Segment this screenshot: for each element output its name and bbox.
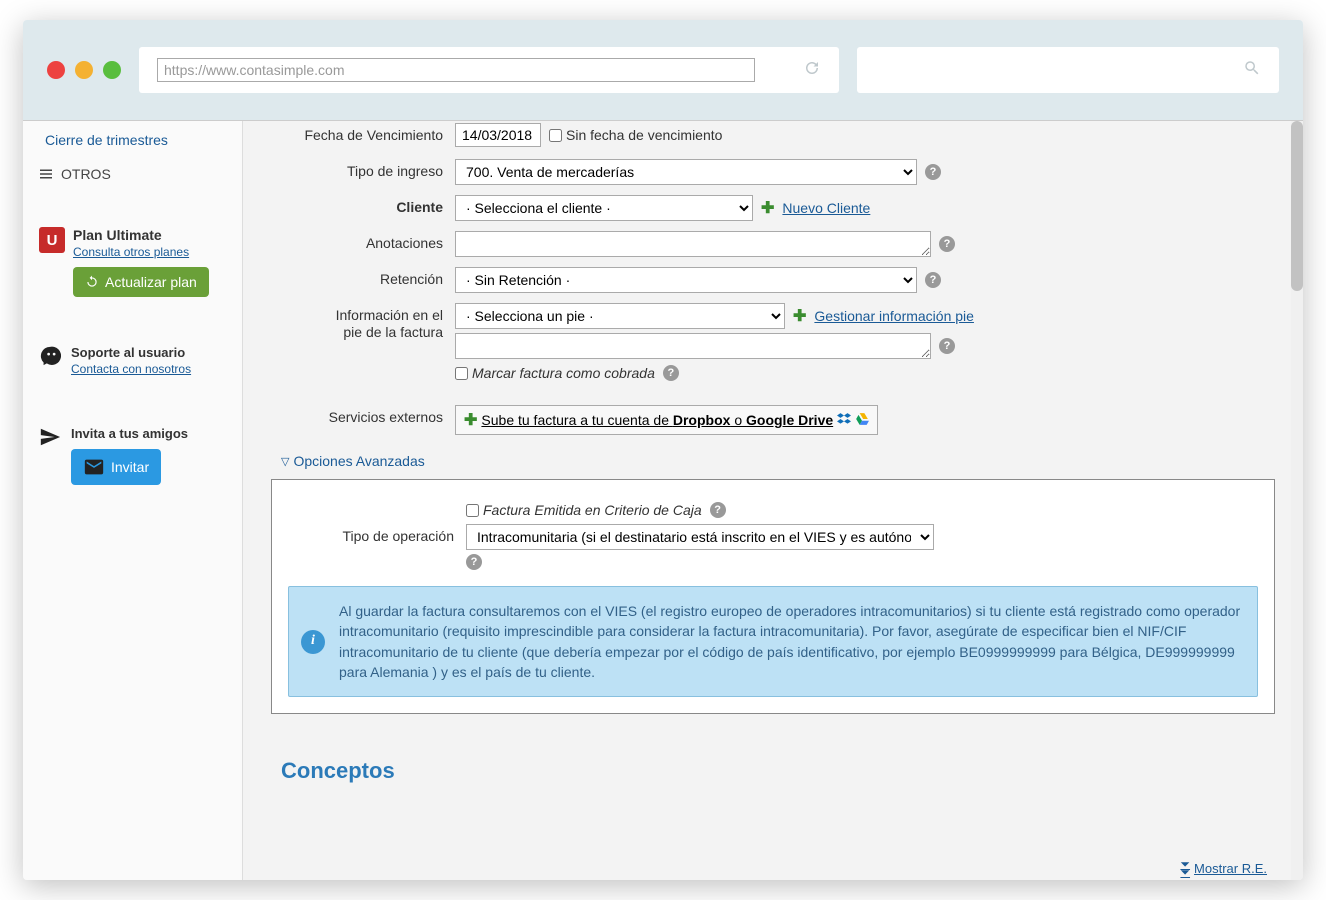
mostrar-re-link[interactable]: ⏷⏷ Mostrar R.E. [1180, 861, 1267, 876]
mail-icon [83, 456, 105, 478]
url-input[interactable] [157, 58, 755, 82]
cobrada-wrap[interactable]: Marcar factura como cobrada [455, 365, 655, 381]
advanced-options-toggle[interactable]: ▽ Opciones Avanzadas [281, 453, 1277, 469]
nuevo-cliente-link[interactable]: Nuevo Cliente [782, 200, 870, 216]
invite-button[interactable]: Invitar [71, 449, 161, 485]
label-servicios: Servicios externos [269, 405, 455, 425]
content: Cierre de trimestres OTROS U Plan Ultima… [23, 120, 1303, 880]
criterio-caja-checkbox[interactable] [466, 504, 479, 517]
help-icon[interactable]: ? [925, 164, 941, 180]
search-bar[interactable] [857, 47, 1279, 93]
plan-promo: U Plan Ultimate Consulta otros planes Ac… [23, 217, 242, 305]
close-light[interactable] [47, 61, 65, 79]
advanced-options-panel: Factura Emitida en Criterio de Caja ? Ti… [271, 479, 1275, 714]
support-icon [39, 345, 61, 367]
row-tipo-ingreso: Tipo de ingreso 700. Venta de mercadería… [269, 159, 1277, 189]
invite-block: Invita a tus amigos Invitar [23, 416, 242, 495]
label-pie: Información en el pie de la factura [269, 303, 455, 341]
sidebar-header-otros[interactable]: OTROS [23, 151, 242, 189]
pie-textarea[interactable] [455, 333, 931, 359]
plus-icon: ✚ [793, 306, 806, 326]
app-frame: Cierre de trimestres OTROS U Plan Ultima… [23, 20, 1303, 880]
label-retencion: Retención [269, 267, 455, 287]
maximize-light[interactable] [103, 61, 121, 79]
cobrada-label: Marcar factura como cobrada [472, 365, 655, 381]
row-tipo-operacion: Tipo de operación Intracomunitaria (si e… [288, 524, 1258, 570]
tipo-operacion-select[interactable]: Intracomunitaria (si el destinatario est… [466, 524, 934, 550]
criterio-caja-label: Factura Emitida en Criterio de Caja [483, 502, 702, 518]
label-tipo-operacion: Tipo de operación [288, 524, 466, 544]
plus-icon: ✚ [761, 198, 774, 218]
triangle-down-icon: ▽ [281, 455, 289, 468]
scrollbar-track[interactable] [1291, 121, 1303, 880]
minimize-light[interactable] [75, 61, 93, 79]
plus-icon: ✚ [464, 410, 477, 430]
row-cobrada: Marcar factura como cobrada ? [269, 365, 1277, 395]
refresh-icon [85, 275, 99, 289]
cliente-select[interactable]: · Selecciona el cliente · [455, 195, 753, 221]
invite-button-label: Invitar [111, 459, 149, 475]
anotaciones-textarea[interactable] [455, 231, 931, 257]
label-anotaciones: Anotaciones [269, 231, 455, 251]
help-icon[interactable]: ? [710, 502, 726, 518]
paper-plane-icon [39, 426, 61, 448]
gdrive-icon [855, 412, 869, 429]
help-icon[interactable]: ? [939, 338, 955, 354]
gestionar-pie-link[interactable]: Gestionar información pie [814, 308, 974, 324]
support-title: Soporte al usuario [71, 345, 191, 360]
browser-chrome [23, 20, 1303, 120]
info-icon: i [301, 630, 325, 654]
help-icon[interactable]: ? [466, 554, 482, 570]
help-icon[interactable]: ? [939, 236, 955, 252]
help-icon[interactable]: ? [663, 365, 679, 381]
sidebar: Cierre de trimestres OTROS U Plan Ultima… [23, 121, 243, 880]
label-cliente: Cliente [269, 195, 455, 215]
search-icon[interactable] [1243, 59, 1261, 82]
conceptos-heading: Conceptos [281, 758, 1277, 784]
row-fecha-vencimiento: Fecha de Vencimiento Sin fecha de vencim… [269, 123, 1277, 153]
update-plan-button[interactable]: Actualizar plan [73, 267, 209, 297]
tipo-ingreso-select[interactable]: 700. Venta de mercaderías [455, 159, 917, 185]
info-text: Al guardar la factura consultaremos con … [339, 603, 1240, 680]
row-cliente: Cliente · Selecciona el cliente · ✚ Nuev… [269, 195, 1277, 225]
plan-other-link[interactable]: Consulta otros planes [73, 245, 189, 259]
sidebar-item-cierre[interactable]: Cierre de trimestres [23, 129, 242, 151]
label-tipo-ingreso: Tipo de ingreso [269, 159, 455, 179]
label-fecha-vencimiento: Fecha de Vencimiento [269, 123, 455, 143]
invoice-form: Fecha de Vencimiento Sin fecha de vencim… [243, 121, 1303, 784]
no-date-checkbox-wrap[interactable]: Sin fecha de vencimiento [549, 127, 722, 143]
advanced-toggle-label: Opciones Avanzadas [293, 453, 424, 469]
traffic-lights [47, 61, 121, 79]
plan-badge: U [39, 227, 65, 253]
invite-title: Invita a tus amigos [71, 426, 188, 441]
row-retencion: Retención · Sin Retención · ? [269, 267, 1277, 297]
row-criterio-caja: Factura Emitida en Criterio de Caja ? [288, 502, 1258, 518]
dropbox-icon [837, 412, 851, 429]
layers-icon [37, 165, 55, 183]
sidebar-otros-label: OTROS [61, 166, 111, 182]
double-chevron-icon: ⏷⏷ [1180, 861, 1190, 875]
help-icon[interactable]: ? [925, 272, 941, 288]
external-services-button[interactable]: ✚ Sube tu factura a tu cuenta de Dropbox… [455, 405, 878, 435]
mostrar-re-label: Mostrar R.E. [1194, 861, 1267, 876]
update-plan-label: Actualizar plan [105, 274, 197, 290]
refresh-icon[interactable] [803, 59, 821, 82]
criterio-caja-wrap[interactable]: Factura Emitida en Criterio de Caja [466, 502, 702, 518]
row-servicios: Servicios externos ✚ Sube tu factura a t… [269, 405, 1277, 435]
fecha-vencimiento-input[interactable] [455, 123, 541, 147]
cobrada-checkbox[interactable] [455, 367, 468, 380]
retencion-select[interactable]: · Sin Retención · [455, 267, 917, 293]
url-bar[interactable] [139, 47, 839, 93]
main-panel: Fecha de Vencimiento Sin fecha de vencim… [243, 121, 1303, 880]
no-date-checkbox[interactable] [549, 129, 562, 142]
support-link[interactable]: Contacta con nosotros [71, 362, 191, 376]
scrollbar-thumb[interactable] [1291, 121, 1303, 291]
support-block: Soporte al usuario Contacta con nosotros [23, 335, 242, 386]
row-pie: Información en el pie de la factura · Se… [269, 303, 1277, 359]
info-panel: i Al guardar la factura consultaremos co… [288, 586, 1258, 697]
row-anotaciones: Anotaciones ? [269, 231, 1277, 261]
no-date-label: Sin fecha de vencimiento [566, 127, 722, 143]
plan-title: Plan Ultimate [73, 227, 189, 243]
pie-select[interactable]: · Selecciona un pie · [455, 303, 785, 329]
